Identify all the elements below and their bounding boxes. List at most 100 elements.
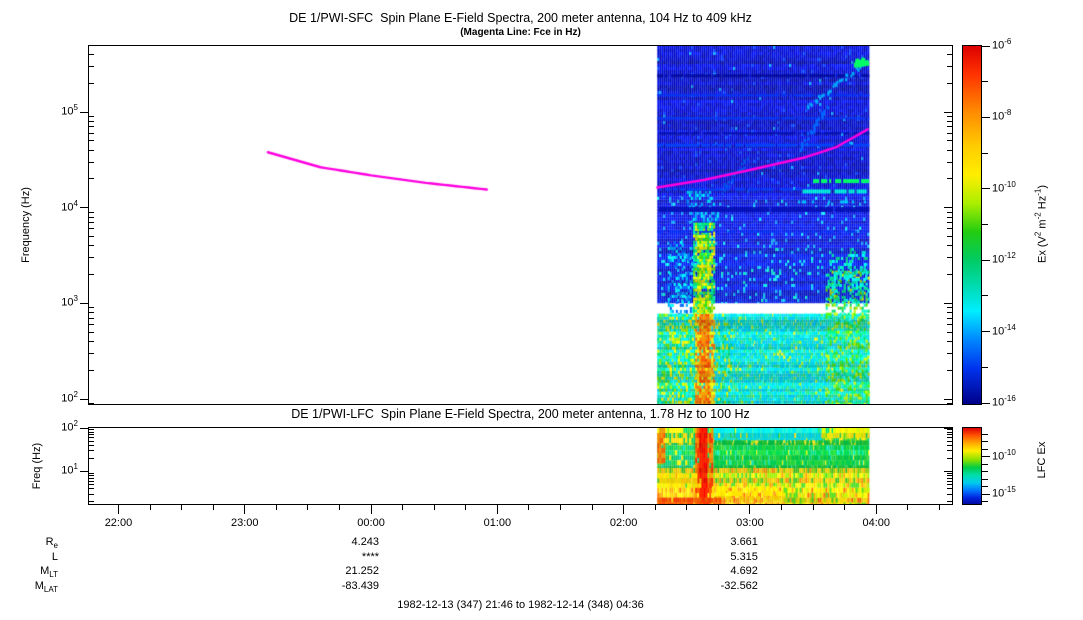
sfc-y-minor-tick-mirror xyxy=(947,324,952,326)
sfc-y-major-tick xyxy=(80,111,89,113)
lfc-colorbar-tick xyxy=(982,463,988,465)
sfc-colorbar-tick xyxy=(982,152,988,154)
sfc-y-major-tick xyxy=(80,302,89,304)
lfc-y-minor-tick xyxy=(89,440,94,442)
sfc-y-minor-tick-mirror xyxy=(947,211,952,213)
sfc-y-major-tick-mirror xyxy=(944,302,952,304)
sfc-y-minor-tick-mirror xyxy=(947,236,952,238)
sfc-y-minor-tick xyxy=(89,245,94,247)
sfc-y-minor-tick-mirror xyxy=(947,369,952,371)
lfc-y-minor-tick xyxy=(89,472,94,474)
sfc-y-minor-tick xyxy=(89,312,94,314)
time-minor-tick xyxy=(433,505,435,510)
sfc-colorbar-tick xyxy=(982,402,990,404)
sfc-y-minor-tick-mirror xyxy=(947,216,952,218)
sfc-y-minor-tick-mirror xyxy=(947,222,952,224)
sfc-y-minor-tick-mirror xyxy=(947,65,952,67)
lfc-y-minor-tick xyxy=(89,429,94,431)
sfc-y-minor-tick-mirror xyxy=(947,132,952,134)
sfc-y-minor-tick-mirror xyxy=(947,161,952,163)
sfc-y-minor-tick-mirror xyxy=(947,341,952,343)
sfc-y-minor-tick-mirror xyxy=(947,257,952,259)
sfc-y-major-tick-mirror xyxy=(944,398,952,400)
ephemeris-row-label: MLT xyxy=(40,565,58,580)
sfc-panel xyxy=(88,45,953,405)
sfc-y-axis-label: Frequency (Hz) xyxy=(20,187,32,263)
ephemeris-value: 4.692 xyxy=(730,565,758,577)
sfc-y-minor-tick-mirror xyxy=(947,120,952,122)
time-minor-tick xyxy=(559,505,561,510)
time-tick-label: 22:00 xyxy=(104,517,133,529)
lfc-y-minor-tick-mirror xyxy=(947,450,952,452)
lfc-y-minor-tick-mirror xyxy=(947,488,952,490)
time-tick-label: 03:00 xyxy=(736,517,764,529)
sfc-y-minor-tick-mirror xyxy=(947,245,952,247)
sfc-y-minor-tick xyxy=(89,216,94,218)
lfc-y-minor-tick-mirror xyxy=(947,493,952,495)
lfc-colorbar-tick xyxy=(982,478,988,480)
sfc-y-minor-tick xyxy=(89,274,94,276)
sfc-colorbar-tick xyxy=(982,188,990,190)
sfc-colorbar-tick xyxy=(982,331,990,333)
time-major-tick xyxy=(875,505,877,514)
sfc-colorbar-tick xyxy=(982,366,988,368)
lfc-y-minor-tick xyxy=(89,475,94,477)
time-minor-tick xyxy=(307,505,309,510)
lfc-y-minor-tick-mirror xyxy=(947,475,952,477)
sfc-colorbar-tick xyxy=(982,116,990,118)
sfc-y-major-tick-mirror xyxy=(944,207,952,209)
lfc-spectrogram-canvas xyxy=(89,428,952,504)
ephemeris-value: 21.252 xyxy=(345,565,380,577)
lfc-y-major-tick xyxy=(80,427,89,429)
lfc-y-minor-tick-mirror xyxy=(947,437,952,439)
sfc-y-minor-tick xyxy=(89,53,94,55)
lfc-y-minor-tick-mirror xyxy=(947,431,952,433)
lfc-y-minor-tick-mirror xyxy=(947,472,952,474)
sfc-y-minor-tick xyxy=(89,211,94,213)
lfc-y-major-tick-mirror xyxy=(944,470,952,472)
lfc-panel xyxy=(88,427,953,505)
ephemeris-value: 4.243 xyxy=(351,536,380,548)
sfc-y-minor-tick-mirror xyxy=(947,140,952,142)
sfc-y-minor-tick xyxy=(89,369,94,371)
lfc-y-minor-tick-mirror xyxy=(947,484,952,485)
ephemeris-value: -32.562 xyxy=(720,580,758,592)
lfc-y-minor-tick-mirror xyxy=(947,434,952,436)
ephemeris-value: 3.661 xyxy=(730,536,758,548)
lfc-y-minor-tick xyxy=(89,484,94,485)
sfc-y-minor-tick-mirror xyxy=(947,317,952,319)
lfc-y-minor-tick xyxy=(89,501,94,503)
lfc-colorbar-tick xyxy=(982,486,988,487)
ephemeris-row-label: Re xyxy=(45,536,58,551)
sfc-colorbar-tick-label: 10-10 xyxy=(992,179,1016,195)
time-major-tick xyxy=(244,505,246,514)
sfc-y-minor-tick xyxy=(89,65,94,67)
lfc-colorbar xyxy=(962,427,982,505)
sfc-y-minor-tick xyxy=(89,161,94,163)
sfc-y-minor-tick xyxy=(89,324,94,326)
lfc-y-minor-tick-mirror xyxy=(947,440,952,442)
lfc-colorbar-tick xyxy=(982,501,988,502)
sfc-spectrogram-canvas xyxy=(89,46,952,404)
lfc-y-minor-tick xyxy=(89,437,94,439)
time-minor-tick xyxy=(149,505,151,510)
lfc-y-minor-tick xyxy=(89,477,94,479)
sfc-y-major-tick-mirror xyxy=(944,111,952,113)
lfc-y-minor-tick xyxy=(89,450,94,452)
time-minor-tick xyxy=(528,505,530,510)
time-major-tick xyxy=(496,505,498,514)
time-minor-tick xyxy=(275,505,277,510)
time-minor-tick xyxy=(686,505,688,510)
lfc-y-minor-tick-mirror xyxy=(947,444,952,446)
sfc-y-minor-tick-mirror xyxy=(947,228,952,230)
time-tick-label: 23:00 xyxy=(230,517,259,529)
time-major-tick xyxy=(370,505,372,514)
ephemeris-row-label: MLAT xyxy=(34,580,58,595)
lfc-y-minor-tick-mirror xyxy=(947,480,952,482)
lfc-colorbar-tick xyxy=(982,456,990,457)
time-minor-tick xyxy=(938,505,940,510)
lfc-colorbar-tick-label: 10-10 xyxy=(992,447,1016,463)
sfc-y-minor-tick-mirror xyxy=(947,178,952,180)
lfc-colorbar-tick xyxy=(982,433,988,435)
ephemeris-row-label: L xyxy=(51,551,58,563)
